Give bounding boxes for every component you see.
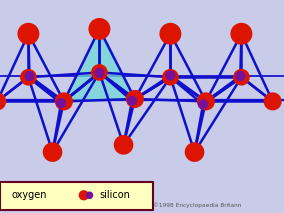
Point <box>133 97 137 101</box>
Polygon shape <box>64 29 135 101</box>
Point <box>270 100 275 103</box>
Point <box>201 103 205 106</box>
Polygon shape <box>64 72 135 101</box>
FancyBboxPatch shape <box>0 182 153 210</box>
Text: silicon: silicon <box>99 190 130 200</box>
Point <box>50 150 55 154</box>
Point <box>121 143 126 147</box>
Point <box>82 194 86 197</box>
Point <box>26 76 31 79</box>
Text: oxygen: oxygen <box>11 190 47 200</box>
Point <box>168 74 173 77</box>
Point <box>97 27 102 31</box>
Point <box>168 32 173 36</box>
Point <box>26 32 31 36</box>
Point <box>168 76 173 79</box>
Polygon shape <box>99 29 135 99</box>
Polygon shape <box>64 29 99 101</box>
Point <box>204 100 208 103</box>
Point <box>239 76 244 79</box>
Point <box>97 71 102 74</box>
Point <box>87 194 92 197</box>
Point <box>62 100 66 103</box>
Point <box>59 101 63 105</box>
Point <box>238 74 243 78</box>
Point <box>97 71 102 75</box>
Point <box>130 99 134 102</box>
Point <box>192 150 197 154</box>
Point <box>27 74 32 78</box>
Point <box>239 32 244 36</box>
Text: ©1998 Encyclopaedia Britann: ©1998 Encyclopaedia Britann <box>153 202 242 208</box>
